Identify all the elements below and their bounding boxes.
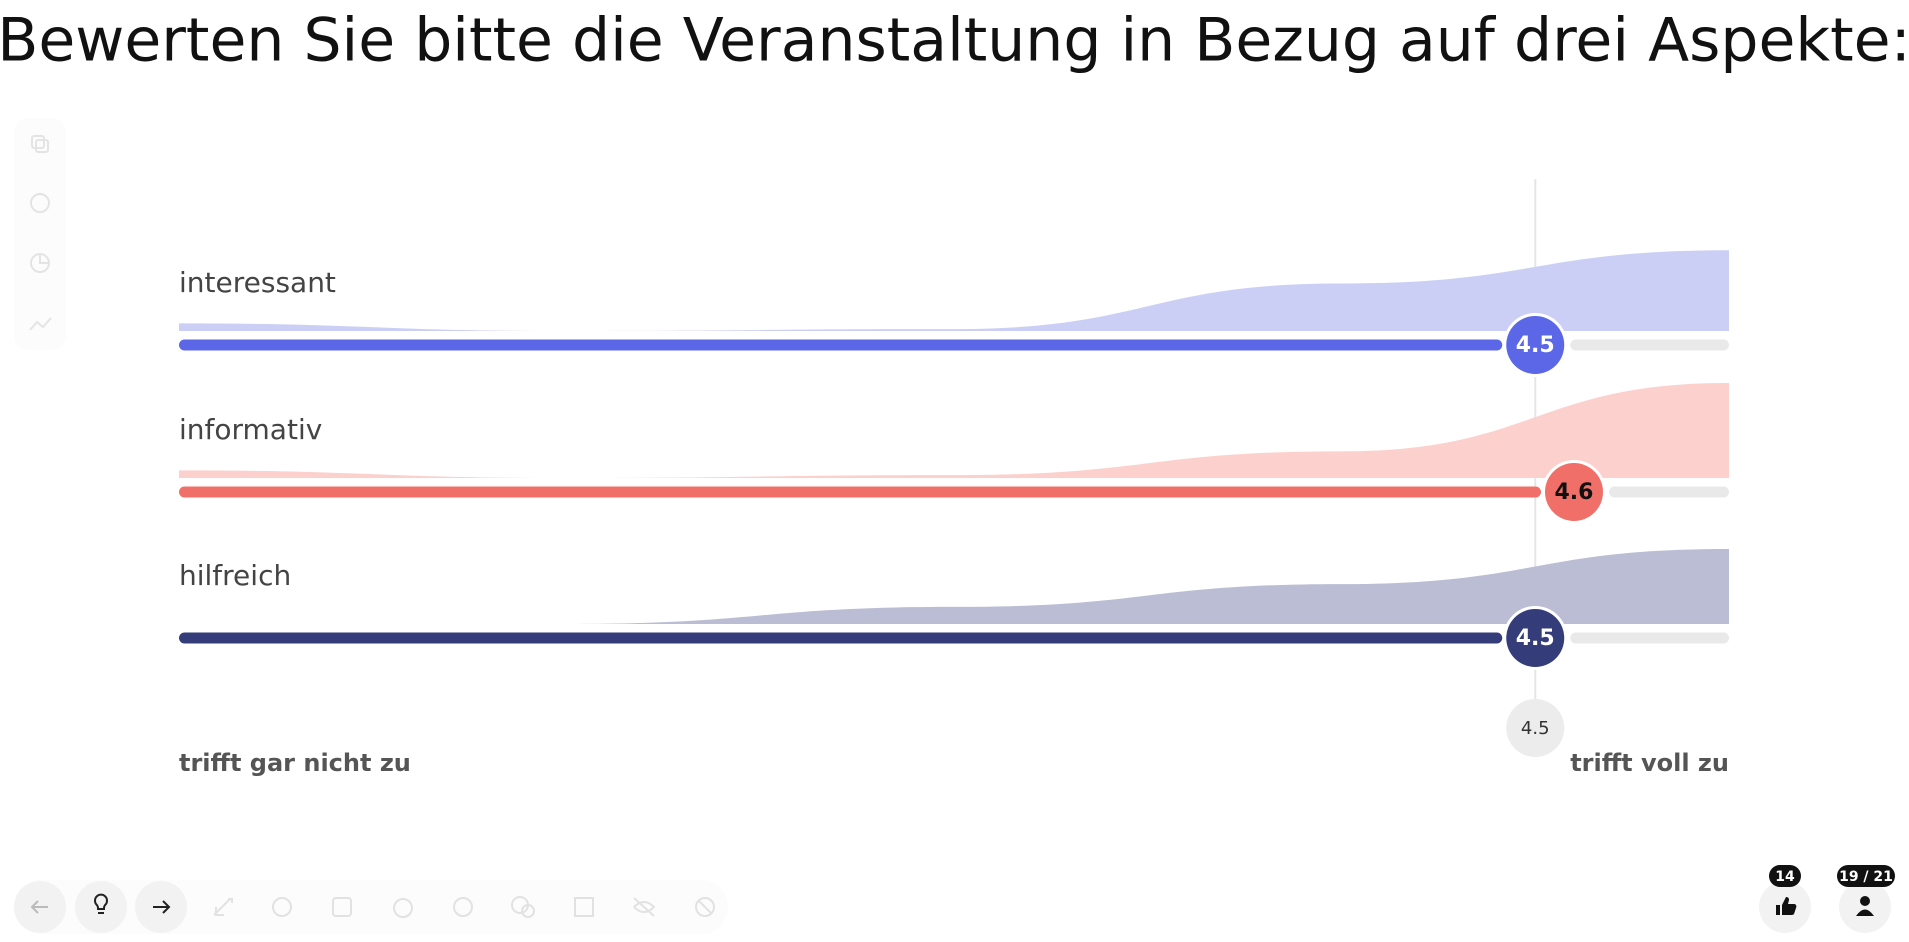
value-bubble (1545, 463, 1603, 521)
rating-chart: interessant 4.5 informativ 4.6 hilfreich 4.5 4… (179, 179, 1729, 777)
trend-icon[interactable] (29, 317, 52, 331)
value-bar (179, 339, 1503, 351)
participants[interactable]: 19 / 21 (1837, 865, 1895, 933)
copy-icon[interactable] (31, 135, 49, 153)
value-bubble (1506, 609, 1565, 667)
max-label: trifft voll zu (1570, 749, 1729, 777)
side-toolbar (14, 118, 66, 350)
average-bubble (1506, 699, 1565, 757)
slide-title: Bewerten Sie bitte die Veranstaltung in … (0, 6, 1909, 76)
reactions[interactable]: 14 (1759, 865, 1811, 933)
track (1609, 486, 1729, 498)
qr-icon[interactable] (574, 897, 594, 917)
bottom-toolbar (14, 880, 728, 934)
distribution-area (179, 383, 1729, 478)
reaction-count: 14 (1775, 869, 1795, 885)
hint-button[interactable] (75, 881, 127, 933)
track (1570, 632, 1729, 644)
min-label: trifft gar nicht zu (179, 749, 411, 777)
distribution-area (179, 548, 1729, 624)
value-bar (179, 632, 1503, 644)
block-icon[interactable] (695, 897, 715, 917)
reset-icon[interactable] (272, 897, 292, 917)
hide-icon[interactable] (633, 897, 656, 917)
value-label: 4.5 (1516, 333, 1555, 358)
item-label: informativ (179, 413, 322, 446)
value-bar (179, 486, 1541, 498)
track (1570, 339, 1729, 351)
comment-icon[interactable] (453, 897, 473, 917)
value-bubble (1506, 316, 1565, 374)
collapse-icon[interactable] (213, 898, 233, 916)
timer-icon[interactable] (393, 898, 413, 918)
average-label: 4.5 (1521, 718, 1550, 739)
reset-icon[interactable] (30, 193, 50, 213)
item-label: hilfreich (179, 559, 291, 592)
value-label: 4.5 (1516, 626, 1555, 651)
item-label: interessant (179, 266, 336, 299)
heading-icon[interactable] (332, 897, 352, 917)
pie-icon[interactable] (30, 253, 50, 273)
value-label: 4.6 (1555, 480, 1594, 505)
participant-count: 19 / 21 (1839, 869, 1893, 885)
distribution-area (179, 250, 1729, 331)
